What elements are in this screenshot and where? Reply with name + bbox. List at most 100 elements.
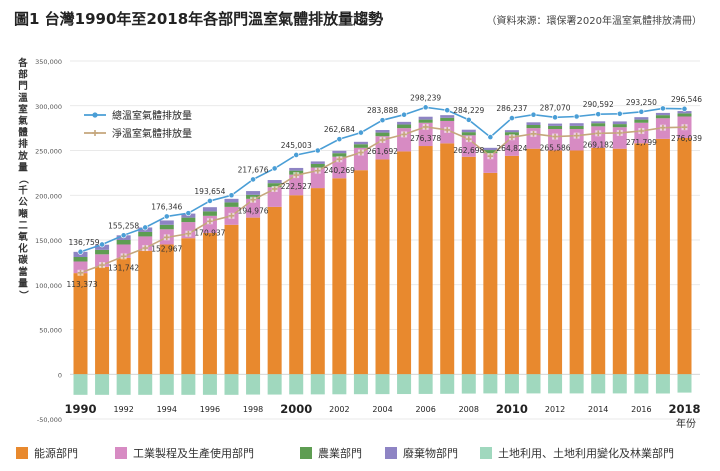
net-data-label: 265,586 (540, 144, 571, 153)
net-marker-cross (530, 131, 537, 137)
total-data-label: 284,229 (453, 106, 484, 115)
net-emission-point (163, 234, 170, 241)
total-emission-point (358, 129, 364, 136)
x-tick-label: 1992 (113, 405, 133, 414)
total-emission-point (142, 224, 149, 231)
energy-bar (548, 150, 563, 375)
y-axis-label-char: 量 (18, 277, 28, 289)
agriculture-bar (375, 132, 390, 137)
agriculture-bar (440, 117, 455, 121)
line-legend-label: 淨溫室氣體排放量 (112, 127, 192, 140)
y-tick-label: 350,000 (35, 58, 62, 66)
y-tick-label: 50,000 (39, 327, 62, 335)
legend-land-use: 土地利用、土地利用變化及林業部門 (480, 445, 674, 461)
industrial-bar (548, 129, 563, 151)
agriculture-bar (526, 124, 541, 129)
total-emission-point (271, 165, 278, 172)
land-use-bar (375, 374, 390, 395)
energy-bar (289, 195, 304, 375)
industrial-bar (332, 156, 347, 179)
net-marker-cross (99, 262, 105, 268)
y-tick-label: 0 (58, 371, 62, 379)
land-use-bar (461, 374, 476, 394)
energy-bar (310, 188, 325, 375)
legend-swatch (300, 447, 312, 459)
energy-bar (138, 250, 153, 375)
agriculture-bar (95, 249, 110, 255)
line-legend-marker (92, 130, 98, 136)
waste-bar (526, 122, 541, 125)
total-emission-point (573, 113, 580, 120)
land-use-bar (202, 374, 217, 395)
x-tick-label: 2008 (459, 405, 479, 414)
energy-bar (612, 148, 627, 375)
y-axis-label-char: 放 (17, 150, 28, 162)
net-emission-point (357, 149, 364, 156)
net-emission-point (77, 269, 84, 276)
x-tick-labels: 1990 1992 1994 1996 1998 2000 2002 2004 2006 2008… (64, 402, 700, 416)
energy-bar (202, 232, 217, 375)
trend-lines (77, 104, 688, 276)
net-marker-cross (77, 269, 84, 276)
agriculture-bar (310, 163, 325, 168)
line-legend-marker (92, 112, 98, 118)
legend-label: 工業製程及生產使用部門 (133, 447, 254, 460)
energy-bar (526, 148, 541, 375)
total-data-label: 217,676 (238, 165, 269, 174)
agriculture-bar (591, 123, 606, 127)
total-data-label: 176,346 (151, 202, 182, 211)
industrial-bar (267, 187, 282, 207)
net-marker-cross (228, 213, 235, 219)
energy-bar (181, 238, 196, 375)
waste-bar (159, 220, 174, 225)
net-emission-point (422, 123, 429, 130)
energy-bar (440, 143, 455, 375)
net-emission-point (530, 130, 537, 137)
energy-bar (267, 206, 282, 375)
agriculture-bar (353, 144, 368, 148)
x-tick-label: 2012 (545, 405, 565, 414)
land-use-bar (73, 374, 88, 395)
net-emission-point (120, 253, 127, 260)
agriculture-bar (116, 240, 131, 245)
waste-bar (483, 147, 498, 151)
energy-bar (332, 178, 347, 375)
total-emission-point (293, 152, 300, 158)
industrial-bar (310, 167, 325, 189)
land-use-bar (526, 374, 541, 394)
y-axis-label-char: 排 (18, 138, 28, 150)
energy-bar (73, 273, 88, 375)
land-use-bar (116, 374, 131, 395)
y-tick-label: 250,000 (35, 148, 62, 156)
net-marker-cross (681, 124, 688, 130)
waste-bar (591, 121, 606, 124)
total-emission-point (465, 116, 472, 123)
net-marker-cross (185, 230, 192, 237)
land-use-bar (267, 374, 282, 395)
land-use-bar (332, 374, 347, 395)
y-axis-label-char: （ (17, 174, 29, 184)
energy-bar (504, 155, 519, 375)
agriculture-bar (548, 125, 563, 130)
net-emission-point (250, 196, 257, 203)
net-marker-cross (293, 172, 300, 178)
agriculture-bar (418, 119, 433, 123)
net-emission-point (465, 136, 472, 143)
industrial-bar (569, 129, 584, 151)
land-use-bar (655, 374, 670, 394)
agriculture-bar (677, 113, 692, 117)
land-use-bar (246, 374, 261, 395)
net-data-label: 264,824 (496, 144, 527, 153)
net-emission-point (314, 167, 321, 174)
net-emission-point (552, 133, 559, 140)
y-axis-label-char: 公 (18, 197, 28, 208)
agriculture-bar (73, 257, 88, 262)
land-use-bar (677, 374, 692, 393)
total-emission-point (77, 248, 84, 255)
legend-waste: 廢棄物部門 (385, 445, 458, 461)
net-data-label: 271,799 (626, 138, 657, 147)
net-emission-point (99, 262, 106, 269)
agriculture-bar (267, 183, 282, 188)
net-marker-cross (487, 153, 494, 160)
